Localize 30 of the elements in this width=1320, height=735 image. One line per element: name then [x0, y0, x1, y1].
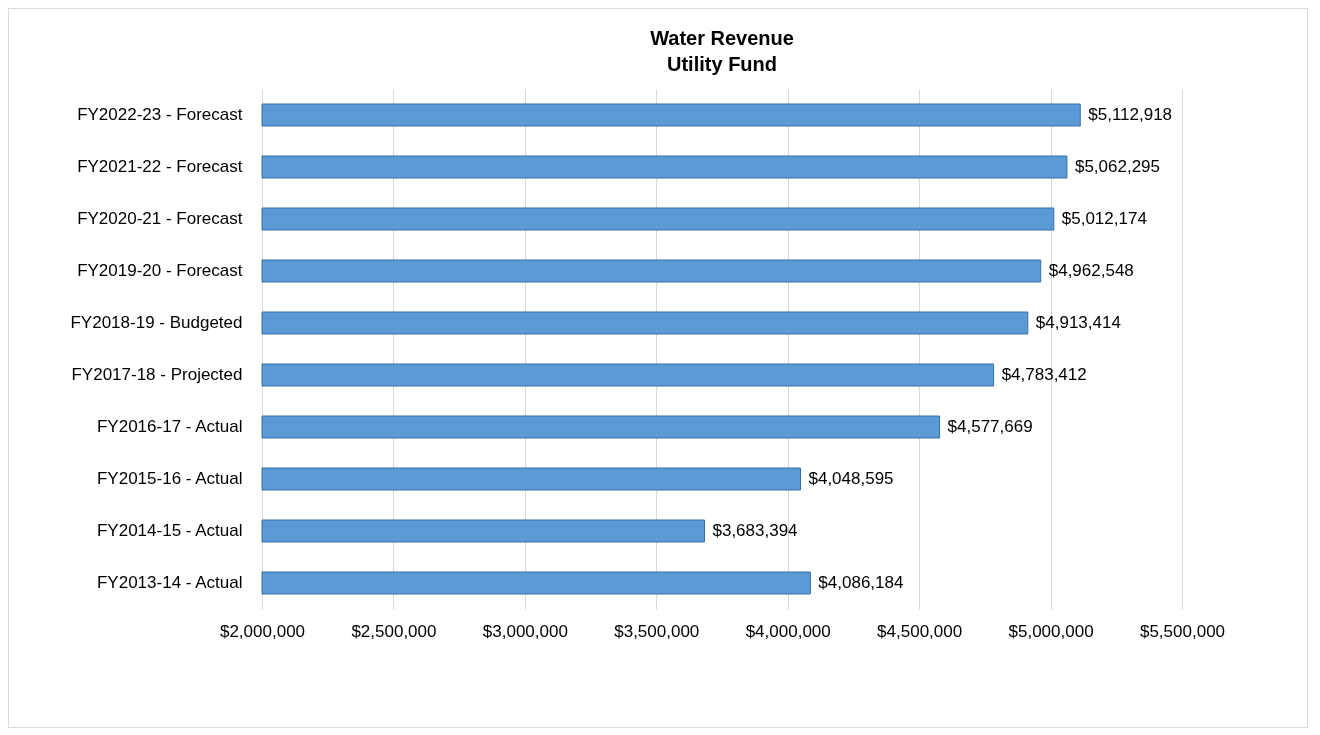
- data-label: $4,048,595: [808, 469, 894, 488]
- y-tick-label: FY2016-17 - Actual: [96, 417, 243, 436]
- x-tick-label: $3,500,000: [614, 621, 700, 641]
- data-label: $4,962,548: [1048, 261, 1134, 280]
- x-tick-label: $4,000,000: [745, 621, 831, 641]
- x-tick-label: $3,000,000: [482, 621, 568, 641]
- data-label: $5,112,918: [1088, 105, 1173, 124]
- y-tick-label: FY2013-14 - Actual: [96, 573, 243, 592]
- y-tick-label: FY2021-22 - Forecast: [77, 157, 243, 176]
- y-tick-label: FY2022-23 - Forecast: [77, 105, 243, 124]
- y-tick-label: FY2015-16 - Actual: [96, 469, 243, 488]
- y-tick-label: FY2020-21 - Forecast: [77, 209, 243, 228]
- y-tick-label: FY2014-15 - Actual: [96, 521, 243, 540]
- chart-title: Water Revenue: [650, 27, 794, 49]
- chart-subtitle: Utility Fund: [667, 53, 777, 75]
- data-label: $4,783,412: [1001, 365, 1087, 384]
- data-label: $4,577,669: [947, 417, 1033, 436]
- y-tick-label: FY2018-19 - Budgeted: [70, 313, 243, 332]
- y-tick-label: FY2017-18 - Projected: [71, 365, 243, 384]
- x-tick-label: $4,500,000: [877, 621, 963, 641]
- x-tick-label: $2,500,000: [351, 621, 437, 641]
- x-tick-label: $5,000,000: [1008, 621, 1094, 641]
- data-label: $3,683,394: [712, 521, 798, 540]
- y-tick-label: FY2019-20 - Forecast: [77, 261, 243, 280]
- data-label: $4,913,414: [1035, 313, 1121, 332]
- data-label: $5,012,174: [1061, 209, 1147, 228]
- data-label: $5,062,295: [1074, 157, 1161, 176]
- x-tick-label: $5,500,000: [1139, 621, 1226, 641]
- x-tick-label: $2,000,000: [219, 621, 306, 641]
- data-label: $4,086,184: [818, 573, 904, 592]
